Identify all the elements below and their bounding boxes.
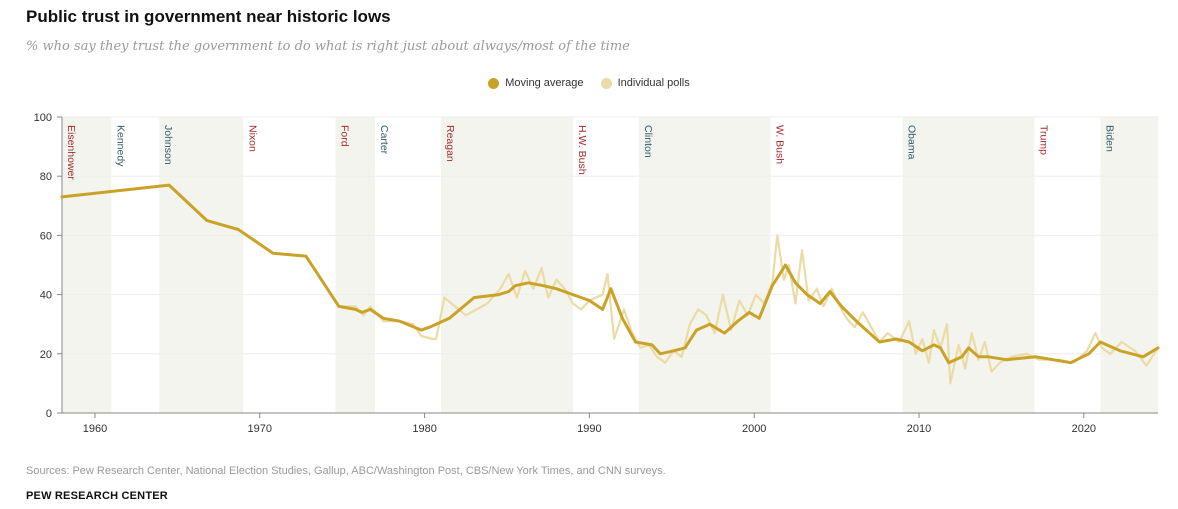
president-shade-obama (902, 117, 1035, 413)
series-line-moving-average (60, 183, 1160, 365)
credit-line: PEW RESEARCH CENTER (26, 490, 168, 502)
y-tick-label-80: 80 (40, 171, 52, 183)
president-label-w-bush: W. Bush (774, 125, 786, 164)
president-label-obama: Obama (906, 125, 918, 160)
legend-item-moving-average: Moving average (488, 77, 584, 89)
x-tick-label-2010: 2010 (907, 423, 931, 435)
president-label-trump: Trump (1037, 125, 1049, 155)
president-label-kennedy: Kennedy (114, 125, 126, 167)
president-shade-clinton (638, 117, 771, 413)
x-tick-label-2020: 2020 (1072, 423, 1096, 435)
x-tick-label-2000: 2000 (742, 423, 766, 435)
line-chart: 0 20 40 60 80 100 1960 1970 1980 1990 2000 2010 2020… (34, 112, 1160, 435)
president-label-nixon: Nixon (246, 125, 258, 152)
chart-title: Public trust in government near historic… (26, 7, 391, 26)
y-tick-label-40: 40 (40, 290, 52, 302)
x-tick-label-1990: 1990 (577, 423, 601, 435)
president-label-biden: Biden (1103, 125, 1115, 152)
president-shade-biden (1100, 117, 1158, 413)
president-label-h-w-bush: H.W. Bush (576, 125, 588, 175)
president-label-carter: Carter (378, 125, 390, 155)
legend-item-individual-polls: Individual polls (600, 77, 690, 89)
legend-label-individual-polls: Individual polls (617, 77, 690, 89)
president-label-clinton: Clinton (642, 125, 654, 158)
x-tick-label-1970: 1970 (248, 423, 272, 435)
legend-label-moving-average: Moving average (505, 77, 584, 89)
chart-subtitle: % who say they trust the government to d… (26, 39, 630, 54)
president-shade-reagan (441, 117, 573, 413)
president-label-ford: Ford (339, 125, 351, 147)
president-shade-ford (335, 117, 376, 413)
source-note: Sources: Pew Research Center, National E… (26, 465, 666, 477)
president-label-eisenhower: Eisenhower (65, 125, 77, 180)
president-label-johnson: Johnson (162, 125, 174, 165)
president-shade-eisenhower (62, 117, 112, 413)
legend-marker-moving-average (488, 77, 500, 89)
legend-marker-individual-polls (600, 77, 612, 89)
chart-legend: Moving average Individual polls (0, 77, 1178, 92)
president-label-reagan: Reagan (444, 125, 456, 162)
president-shade-johnson (159, 117, 244, 413)
y-tick-label-60: 60 (40, 230, 52, 242)
x-tick-label-1980: 1980 (412, 423, 436, 435)
x-tick-label-1960: 1960 (83, 423, 107, 435)
y-tick-label-0: 0 (46, 408, 52, 420)
y-tick-label-20: 20 (40, 349, 52, 361)
y-tick-label-100: 100 (34, 112, 52, 124)
